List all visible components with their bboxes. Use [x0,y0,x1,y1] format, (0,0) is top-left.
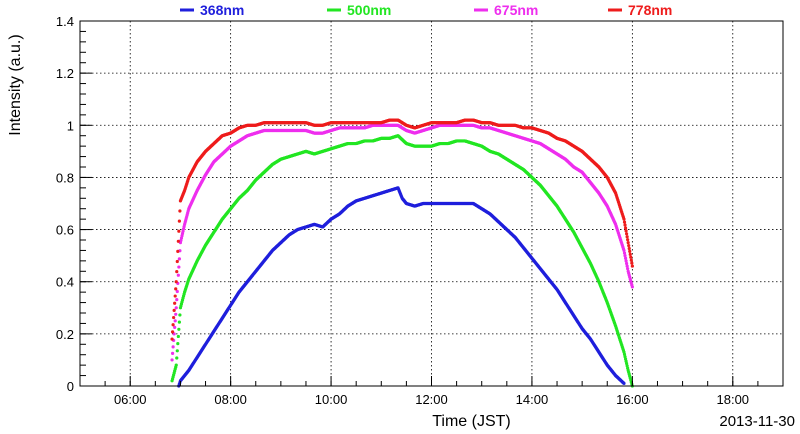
data-point [630,261,634,265]
data-point [177,257,181,261]
data-point [175,298,179,302]
y-tick-label: 1.4 [56,14,74,29]
data-point [625,235,629,239]
data-point [628,249,632,254]
grid [80,21,783,386]
data-point [628,252,632,256]
data-point [625,232,629,236]
data-point [170,330,175,334]
x-tick-label: 10:00 [315,392,348,407]
x-tick-label: 12:00 [415,392,448,407]
data-point [172,308,176,312]
data-point [176,239,180,243]
data-point [174,312,178,316]
data-point [173,319,177,323]
data-point [173,301,177,305]
data-point [177,265,181,269]
data-point [175,270,179,274]
data-point [176,334,180,339]
data-point [176,342,180,346]
data-point [172,315,176,320]
legend-label: 778nm [628,2,672,18]
data-point [177,219,181,223]
data-point [626,241,630,245]
y-axis-title: Intensity (a.u.) [7,34,24,135]
x-axis-title: Time (JST) [432,413,511,430]
y-tick-label: 1.2 [56,66,74,81]
data-point [623,254,627,258]
data-point [624,229,628,233]
y-tick-label: 0.2 [56,327,74,342]
legend-label: 368nm [200,2,244,18]
data-point [622,248,626,253]
data-point [627,243,631,248]
data-point [629,255,633,259]
data-point [622,381,626,385]
x-tick-label: 14:00 [516,392,549,407]
data-point [623,256,628,260]
data-point [174,363,178,367]
data-point [175,356,179,360]
data-point [627,246,631,251]
data-point [176,273,180,277]
x-tick-label: 08:00 [214,392,247,407]
data-point [629,258,633,262]
data-point [177,320,181,324]
y-tick-label: 1 [67,118,74,133]
data-point [622,217,626,221]
x-tick-label: 18:00 [717,392,750,407]
date-label: 2013-11-30 [719,413,795,430]
data-point [171,345,175,349]
series-368nm [177,186,626,388]
data-point [177,327,181,331]
data-point [622,251,627,255]
data-point [173,325,177,329]
data-point [623,226,628,230]
data-point [625,261,629,266]
x-tick-label: 06:00 [114,392,147,407]
legend-label: 500nm [347,2,391,18]
data-point [630,285,634,289]
series-778nm [170,118,634,341]
data-point [623,223,627,227]
data-point [174,280,178,284]
data-point [178,209,182,213]
y-tick-label: 0.6 [56,223,74,238]
data-point [176,249,180,254]
data-point [626,267,630,271]
data-point [630,264,634,268]
y-tick-label: 0.4 [56,275,74,290]
data-point [624,259,628,263]
legend: 368nm 500nm 675nm 778nm [180,2,672,18]
data-point [174,306,178,310]
y-tick-label: 0 [67,379,74,394]
x-tick-label: 16:00 [616,392,649,407]
data-points [170,118,634,388]
y-tick-label: 0.8 [56,170,74,185]
data-point [178,313,182,317]
data-point [173,294,177,298]
data-point [170,351,175,356]
data-point [175,289,179,294]
data-point [170,337,174,341]
data-point [625,264,629,268]
series-675nm [170,123,634,362]
data-point [174,287,178,291]
data-point [177,229,181,233]
series-500nm [170,134,634,388]
data-point [170,358,174,362]
data-point [622,220,627,224]
legend-label: 675nm [494,2,538,18]
data-point [175,259,179,264]
data-point [626,238,630,242]
data-point [175,349,179,353]
data-point [171,323,175,327]
